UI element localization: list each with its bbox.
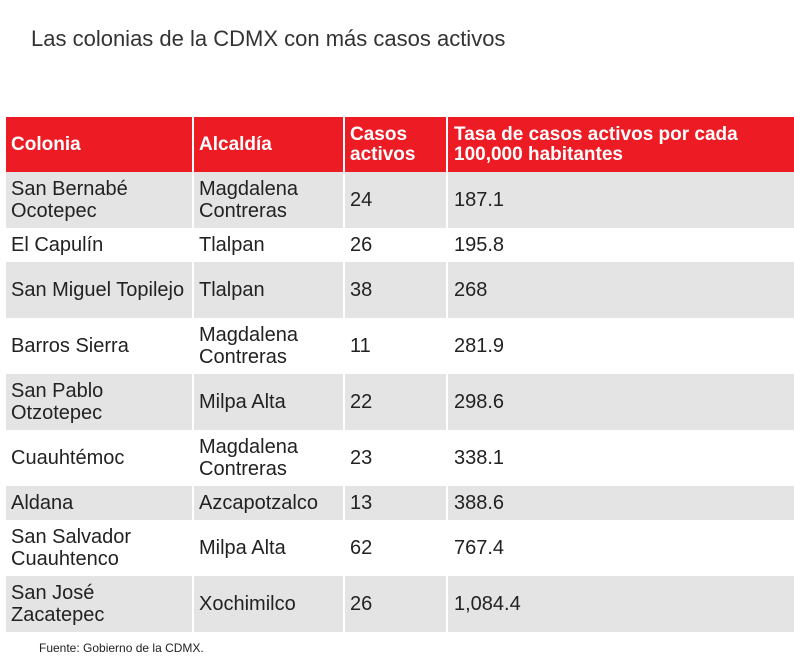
cell-tasa: 388.6 [454, 492, 505, 514]
header-tasa: Tasa de casos activos por cada 100,000 h… [454, 123, 738, 165]
cell-tasa: 268 [454, 279, 488, 301]
cell-alcaldia: Milpa Alta [194, 520, 345, 576]
cell-casos: 26 [345, 576, 448, 632]
cell-tasa: 187.1 [454, 189, 505, 211]
header-colonia: Colonia [6, 117, 194, 172]
cell-tasa: 281.9 [454, 335, 505, 357]
cell-colonia: San Miguel Topilejo [6, 262, 194, 318]
table-row: San José Zacatepec Xochimilco 26 1,084.4 [6, 576, 794, 632]
table-row: Aldana Azcapotzalco 13 388.6 [6, 486, 794, 520]
header-alcaldia: Alcaldía [194, 117, 345, 172]
cell-alcaldia: Magdalena Contreras [194, 172, 345, 228]
header-casos: Casos activos [345, 117, 448, 172]
source-note: Fuente: Gobierno de la CDMX. [39, 641, 204, 655]
cell-casos: 38 [345, 262, 448, 318]
cell-tasa: 195.8 [454, 234, 505, 256]
cell-colonia: San Pablo Otzotepec [6, 374, 194, 430]
table-row: San Miguel Topilejo Tlalpan 38 268 [6, 262, 794, 318]
cell-tasa: 767.4 [454, 537, 505, 559]
cell-colonia: Barros Sierra [6, 318, 194, 374]
cell-casos: 24 [345, 172, 448, 228]
table-title: Las colonias de la CDMX con más casos ac… [31, 26, 506, 51]
cell-casos: 26 [345, 228, 448, 262]
cell-tasa: 338.1 [454, 447, 505, 469]
cell-colonia: San Salvador Cuauhtenco [6, 520, 194, 576]
cell-casos: 13 [345, 486, 448, 520]
cell-alcaldia: Xochimilco [194, 576, 345, 632]
cell-tasa: 1,084.4 [454, 593, 521, 615]
cell-casos: 11 [345, 318, 448, 374]
table-header-row: Colonia Alcaldía Casos activos Tasa de c… [6, 117, 794, 172]
cell-colonia: San Bernabé Ocotepec [6, 172, 194, 228]
cell-alcaldia: Magdalena Contreras [194, 318, 345, 374]
cell-colonia: El Capulín [6, 228, 194, 262]
table-row: San Bernabé Ocotepec Magdalena Contreras… [6, 172, 794, 228]
cell-colonia: Aldana [6, 486, 194, 520]
data-table: Colonia Alcaldía Casos activos Tasa de c… [6, 117, 794, 632]
cell-tasa: 298.6 [454, 391, 505, 413]
cell-alcaldia: Tlalpan [194, 228, 345, 262]
cell-casos: 23 [345, 430, 448, 486]
cell-alcaldia: Milpa Alta [194, 374, 345, 430]
cell-casos: 62 [345, 520, 448, 576]
table-row: San Salvador Cuauhtenco Milpa Alta 62 76… [6, 520, 794, 576]
cell-alcaldia: Tlalpan [194, 262, 345, 318]
table-row: Barros Sierra Magdalena Contreras 11 281… [6, 318, 794, 374]
cell-casos: 22 [345, 374, 448, 430]
cell-colonia: San José Zacatepec [6, 576, 194, 632]
cell-alcaldia: Azcapotzalco [194, 486, 345, 520]
table-row: San Pablo Otzotepec Milpa Alta 22 298.6 [6, 374, 794, 430]
table-row: Cuauhtémoc Magdalena Contreras 23 338.1 [6, 430, 794, 486]
cell-alcaldia: Magdalena Contreras [194, 430, 345, 486]
cell-colonia: Cuauhtémoc [6, 430, 194, 486]
table-row: El Capulín Tlalpan 26 195.8 [6, 228, 794, 262]
